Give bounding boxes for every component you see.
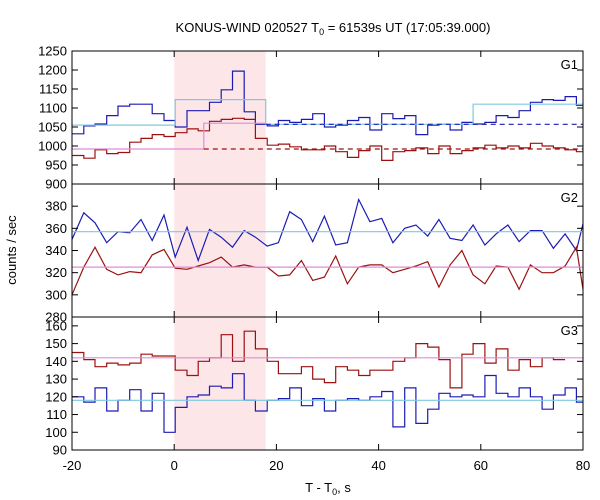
y-tick-label: 900	[45, 177, 67, 192]
x-tick-label: 0	[171, 458, 178, 473]
y-tick-label: 100	[45, 425, 67, 440]
y-tick-label: 130	[45, 372, 67, 387]
x-axis-label: T - T0, s	[305, 480, 351, 497]
series-blue-line	[72, 70, 583, 136]
y-tick-label: 110	[46, 407, 67, 422]
plot-area: 900950100010501100115012001250G128030032…	[38, 44, 590, 474]
y-tick-label: 950	[45, 158, 67, 173]
series-red-line	[72, 330, 566, 389]
y-tick-label: 360	[45, 221, 67, 236]
y-tick-label: 380	[45, 199, 67, 214]
x-tick-label: 20	[269, 458, 283, 473]
panel-g2: 280 300 320 340 360 380 G2	[45, 183, 584, 325]
y-tick-label: 1000	[38, 139, 67, 154]
y-tick-label: 150	[45, 336, 67, 351]
panel-frame	[71, 183, 584, 318]
chart-title: KONUS-WIND 020527 T0 = 61539s UT (17:05:…	[176, 20, 491, 37]
y-tick-label: 300	[45, 287, 67, 302]
x-tick-label: -20	[63, 458, 82, 473]
x-tick-label: 80	[576, 458, 590, 473]
y-tick-label: 90	[53, 443, 67, 458]
y-axis-label: counts / sec	[4, 215, 19, 285]
y-tick-label: 320	[45, 265, 67, 280]
y-tick-label: 120	[45, 389, 67, 404]
y-tick-label: 160	[45, 318, 67, 333]
y-tick-label: 1100	[39, 101, 67, 116]
y-tick-label: 280	[45, 310, 67, 325]
panel-g1: 900 950 1000 1050 1100 1150 1200 1250 G1	[38, 44, 584, 192]
panel-label: G2	[561, 190, 578, 205]
panel-g3: 90 100 110 120 130 140 150 160 G3	[45, 316, 584, 458]
x-tick-label: 40	[371, 458, 385, 473]
panel-label: G1	[561, 57, 578, 72]
y-tick-label: 1200	[38, 63, 67, 78]
panel-frame	[71, 50, 584, 185]
series-blue-line	[72, 373, 583, 433]
panel-frame	[71, 316, 584, 451]
y-tick-label: 1050	[38, 120, 67, 135]
series-red-line	[72, 117, 583, 161]
y-tick-label: 140	[45, 354, 67, 369]
y-tick-label: 340	[45, 243, 67, 258]
series-red-line	[71, 245, 584, 296]
y-tick-label: 1250	[38, 44, 67, 59]
x-tick-label: 60	[474, 458, 488, 473]
highlight-band	[174, 51, 266, 450]
panel-label: G3	[561, 323, 578, 338]
series-pink-line	[72, 122, 266, 150]
series-cyan-line	[72, 99, 583, 126]
y-tick-label: 1150	[39, 82, 67, 97]
series-blue-line	[71, 197, 584, 263]
